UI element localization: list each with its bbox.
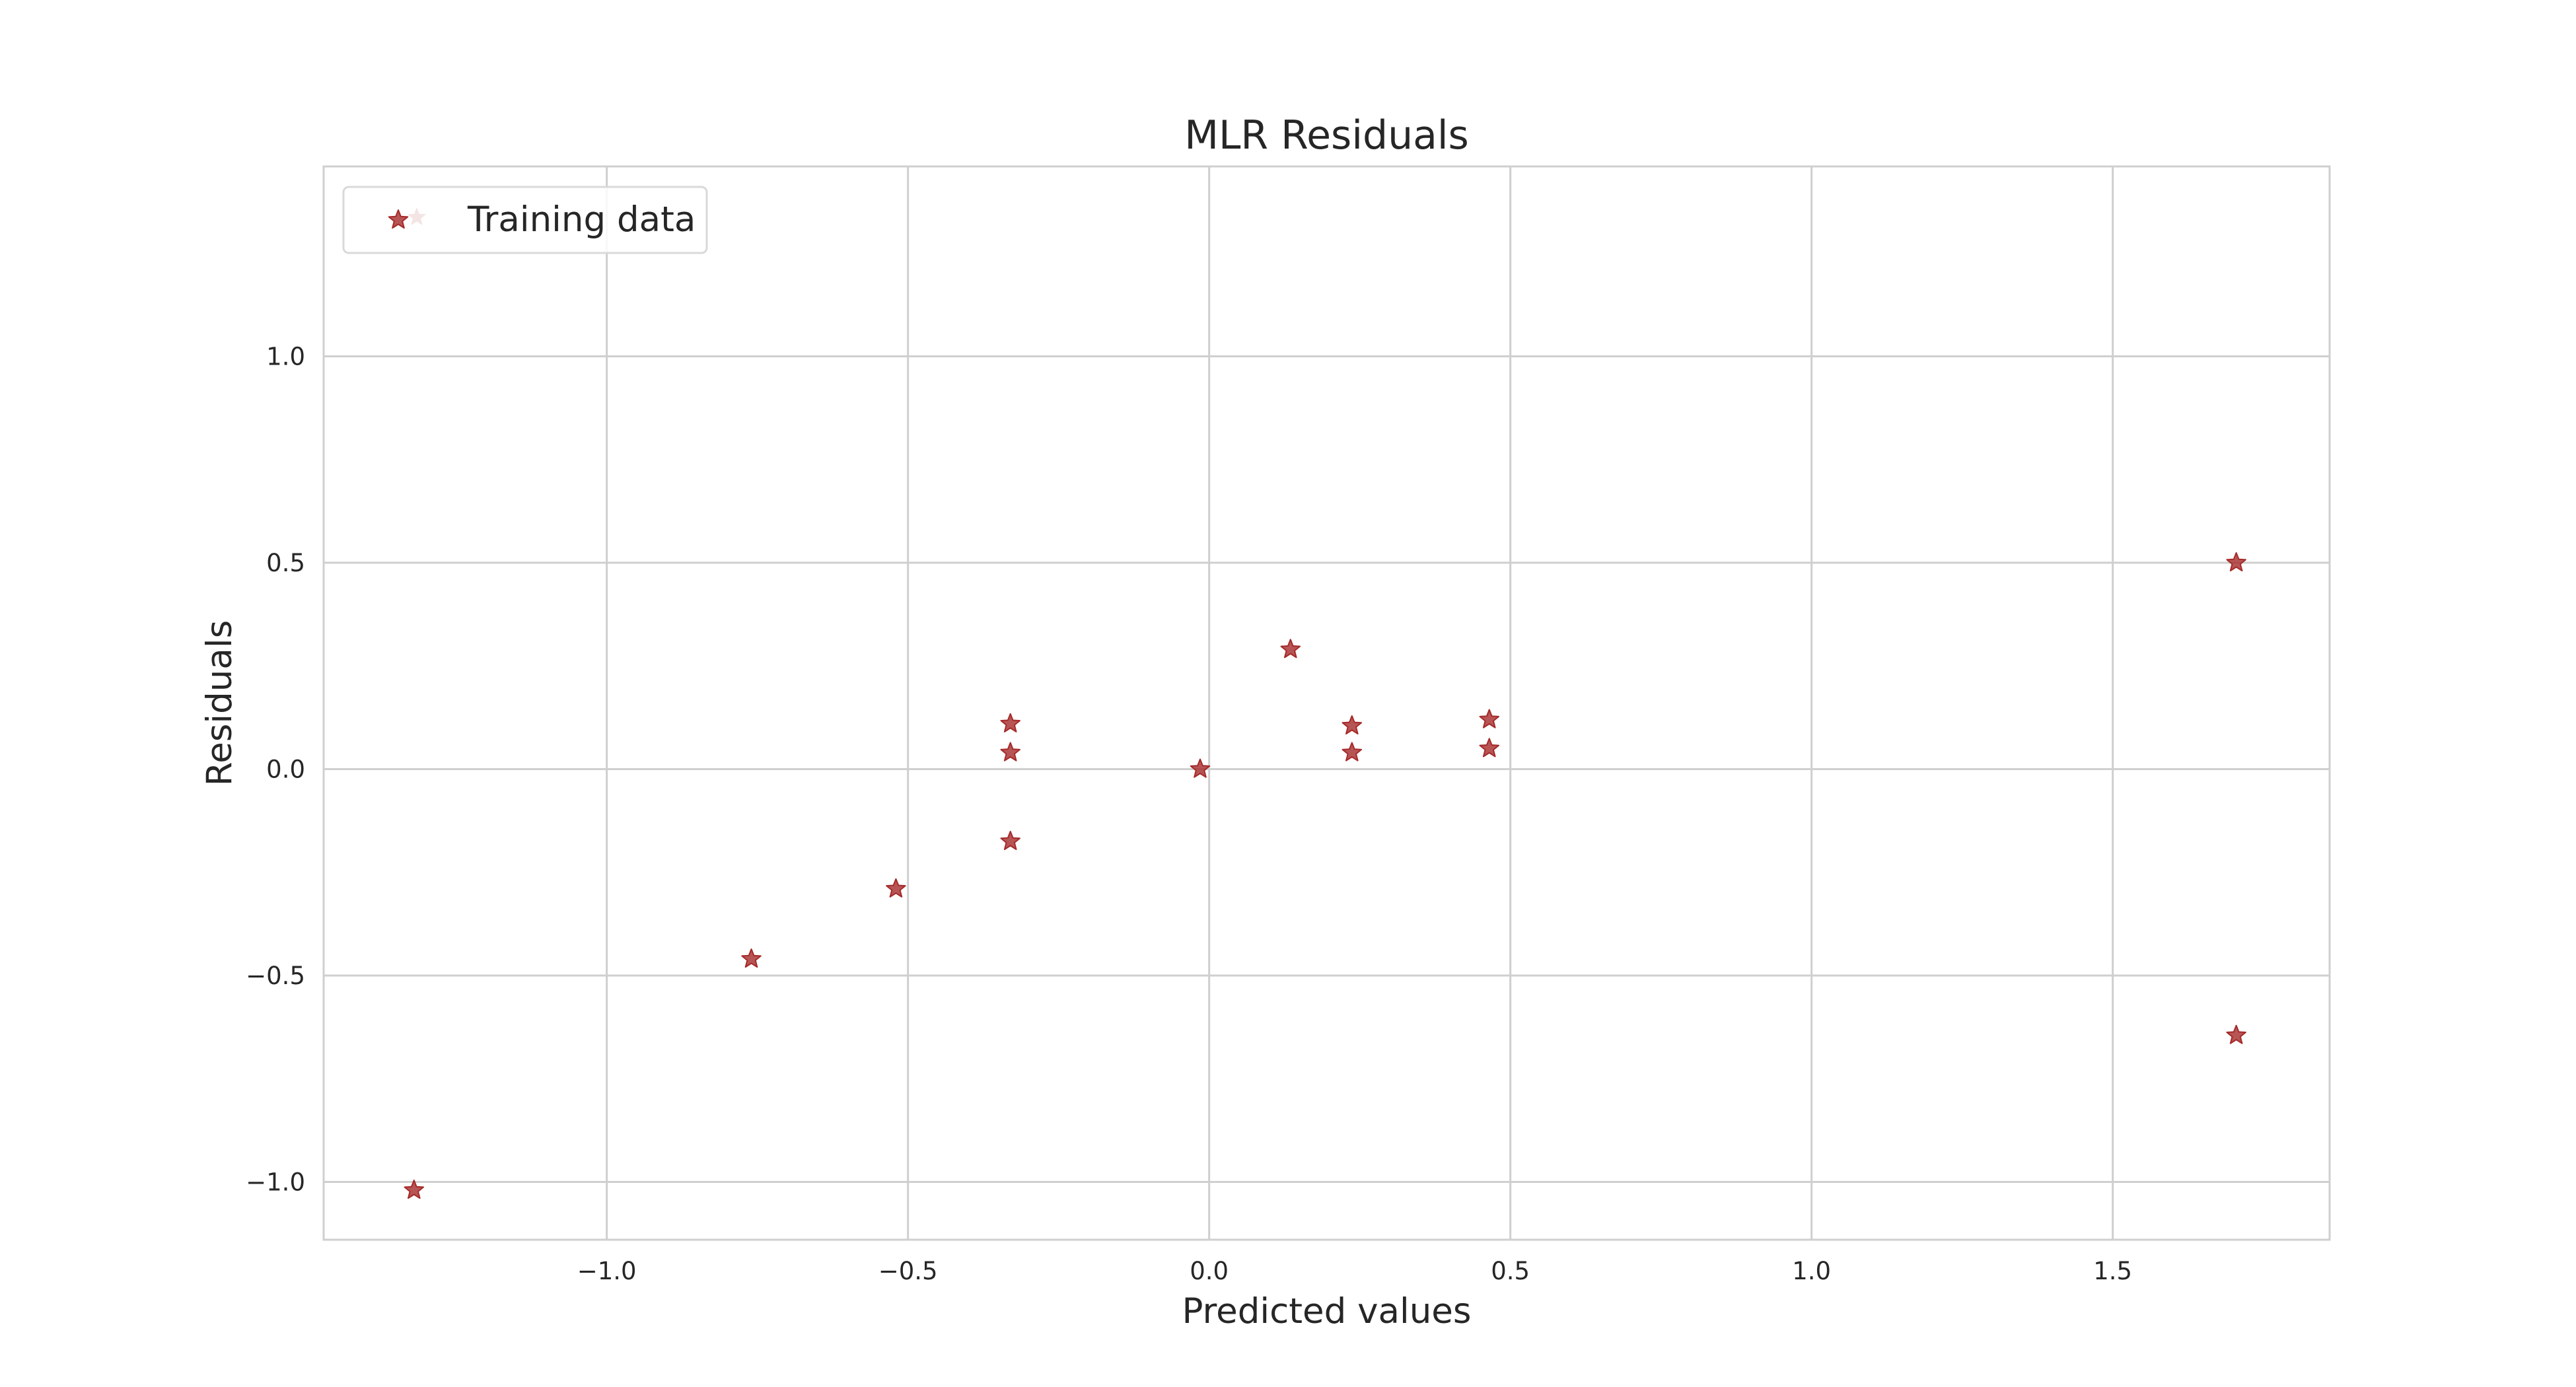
y-tick-label: −0.5 [246, 962, 305, 990]
y-tick-label: 1.0 [266, 343, 305, 371]
y-axis-label: Residuals [199, 620, 240, 786]
x-tick-label: 0.0 [1190, 1257, 1229, 1285]
y-tick-label: 0.5 [266, 549, 305, 577]
legend-star-marker-faded [407, 207, 427, 226]
x-tick-label: 0.5 [1491, 1257, 1530, 1285]
data-point [404, 1180, 425, 1199]
x-tick-label: −1.0 [577, 1257, 637, 1285]
legend-box [342, 186, 708, 254]
x-tick-label: 1.0 [1792, 1257, 1831, 1285]
data-point [1000, 713, 1020, 732]
data-points [404, 552, 2246, 1199]
y-tick-label: 0.0 [266, 756, 305, 784]
plot-area-frame [322, 165, 2331, 1241]
chart-title: MLR Residuals [1184, 112, 1469, 159]
data-point [2226, 552, 2246, 572]
data-point [1342, 715, 1363, 735]
data-point [1280, 639, 1301, 658]
data-point [1342, 742, 1363, 762]
legend-star-marker-icon [388, 207, 427, 229]
y-tick-label: −1.0 [246, 1168, 305, 1197]
tick-labels: −1.0 −0.5 0.0 0.5 1.0 1.5 −1.0 −0.5 0.0 0.5 1.0 [246, 343, 2132, 1286]
data-point [886, 878, 906, 898]
legend-entry-training-data: Training data [467, 199, 696, 240]
legend: Training data [342, 186, 708, 254]
grid-lines [324, 166, 2330, 1240]
data-point [1479, 738, 1500, 758]
legend-star-marker [388, 209, 409, 229]
x-tick-label: −0.5 [878, 1257, 938, 1285]
data-point [741, 948, 762, 968]
x-tick-label: 1.5 [2093, 1257, 2132, 1285]
x-axis-label: Predicted values [1182, 1291, 1471, 1332]
data-point [2226, 1024, 2246, 1044]
data-point [1000, 830, 1020, 851]
data-point [1000, 742, 1020, 762]
data-point [1190, 758, 1211, 778]
data-point [1479, 709, 1500, 729]
